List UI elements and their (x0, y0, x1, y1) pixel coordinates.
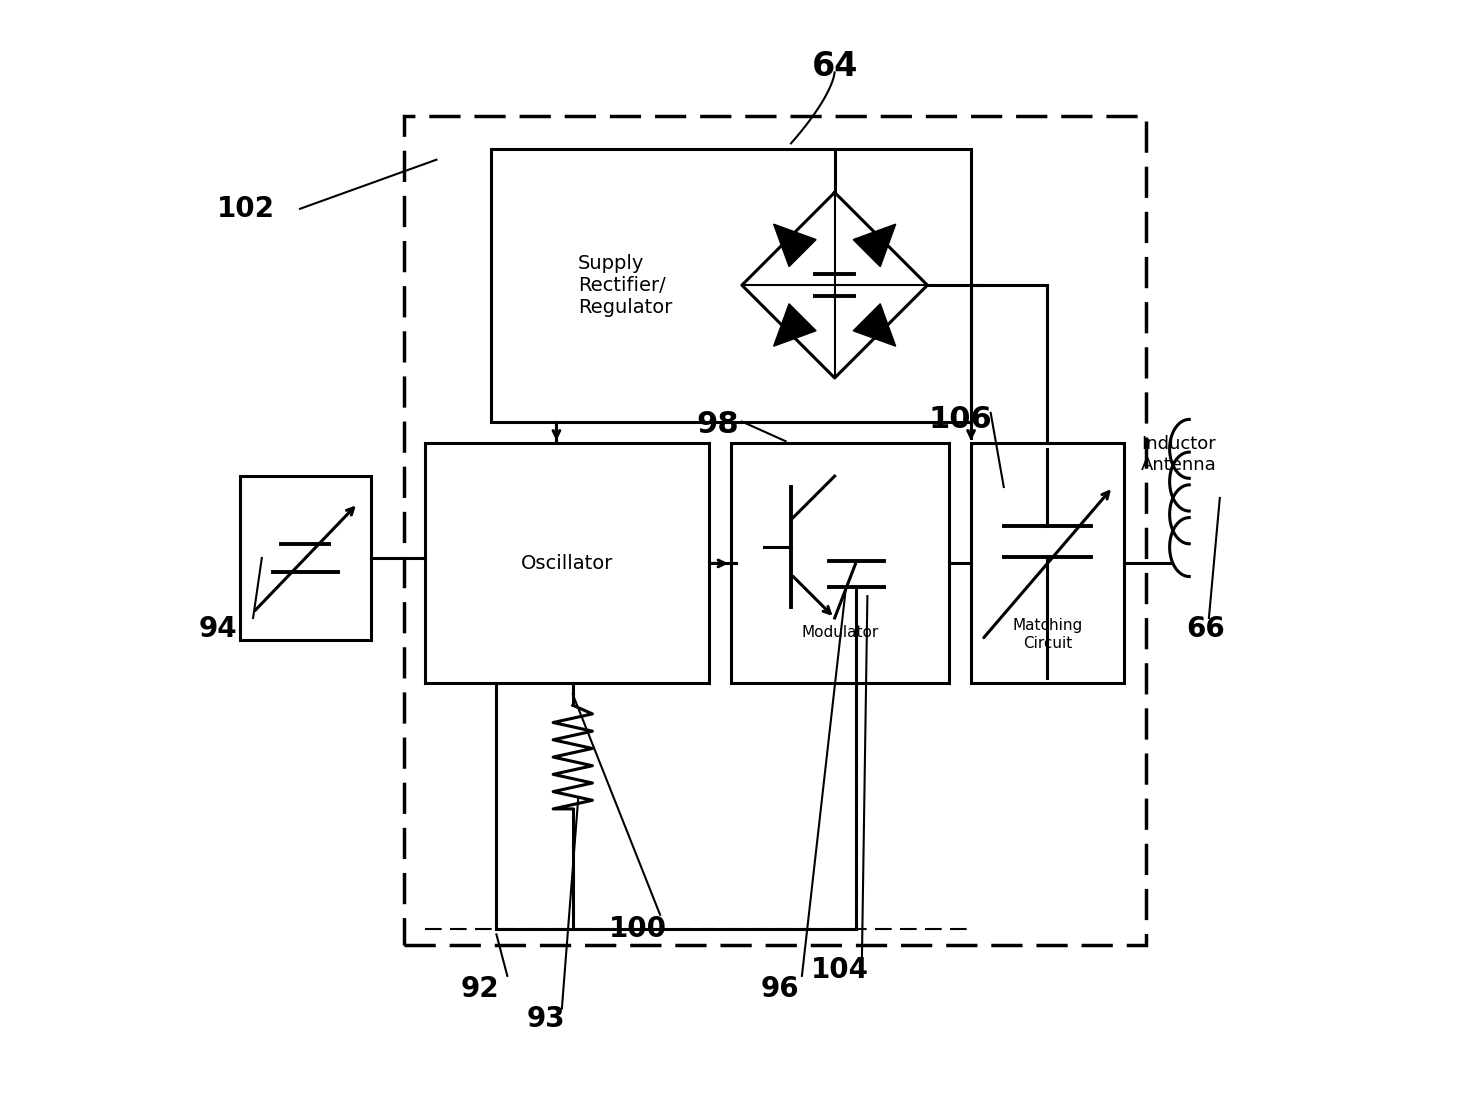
Bar (491, 149, 971, 422)
Text: 94: 94 (199, 614, 237, 643)
Bar (971, 443, 1124, 683)
Bar (425, 443, 709, 683)
Text: Supply
Rectifier/
Regulator: Supply Rectifier/ Regulator (579, 254, 673, 317)
Polygon shape (773, 224, 816, 266)
Bar (240, 476, 371, 640)
Text: Inductor
Antenna: Inductor Antenna (1140, 435, 1216, 474)
Text: Oscillator: Oscillator (520, 554, 614, 572)
Polygon shape (854, 224, 896, 266)
Bar (731, 443, 949, 683)
Text: 100: 100 (610, 915, 667, 943)
Text: 93: 93 (526, 1006, 564, 1033)
Polygon shape (854, 304, 896, 346)
Text: Matching
Circuit: Matching Circuit (1012, 619, 1082, 651)
Text: Modulator: Modulator (801, 624, 879, 640)
Text: 102: 102 (216, 194, 275, 223)
Text: 66: 66 (1186, 614, 1225, 643)
Text: 104: 104 (811, 957, 868, 985)
Polygon shape (773, 304, 816, 346)
Text: 92: 92 (461, 975, 500, 1003)
Text: 98: 98 (696, 410, 740, 440)
Bar (404, 116, 1146, 945)
Text: 64: 64 (811, 51, 858, 84)
Text: 96: 96 (760, 975, 800, 1003)
Text: 106: 106 (928, 404, 993, 434)
